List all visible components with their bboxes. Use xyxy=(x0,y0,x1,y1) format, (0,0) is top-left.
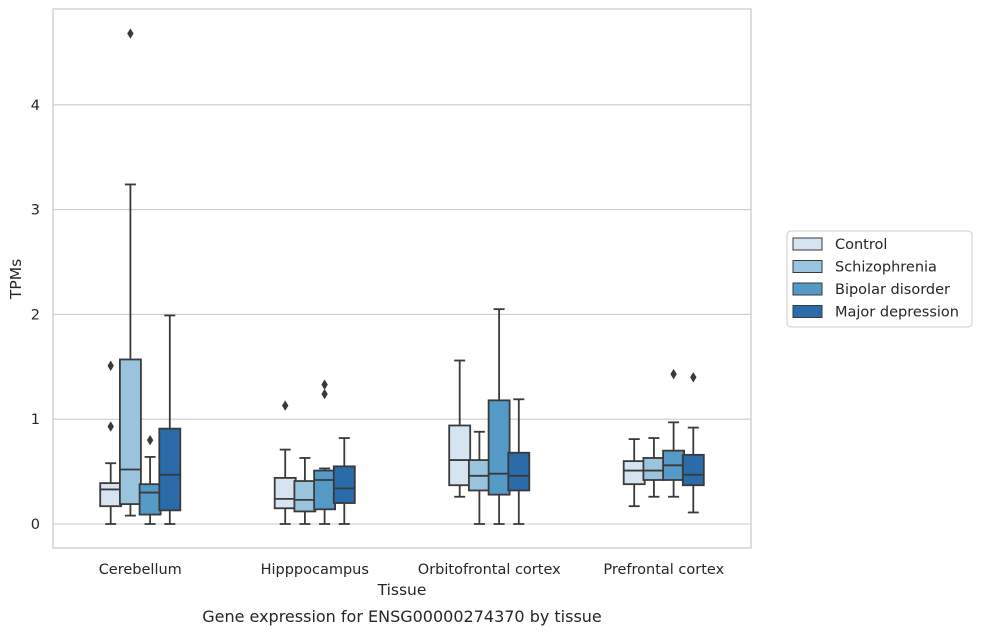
box-0-1 xyxy=(119,28,142,517)
legend-frame xyxy=(786,230,973,328)
outlier-point xyxy=(146,434,154,446)
box xyxy=(158,427,182,512)
box-1-2 xyxy=(313,379,337,525)
box xyxy=(622,460,646,486)
figure-caption: Gene expression for ENSG00000274370 by t… xyxy=(202,607,602,626)
box-3-3 xyxy=(681,372,705,514)
outlier-point xyxy=(127,28,134,39)
box-0-0 xyxy=(99,360,123,525)
legend-label: Bipolar disorder xyxy=(835,282,950,298)
outlier-point xyxy=(107,360,114,371)
x-tick-label: Orbitofrontal cortex xyxy=(418,562,561,578)
box-2-1 xyxy=(467,430,491,525)
box-2-2 xyxy=(487,308,511,525)
outlier-point xyxy=(690,372,697,383)
box xyxy=(507,451,531,492)
legend: Control Schizophrenia Bipolar disorder Majo… xyxy=(786,230,973,328)
x-axis-title: Tissue xyxy=(377,581,427,599)
outlier-point xyxy=(282,400,289,411)
box-3-2 xyxy=(662,368,685,498)
y-tick-labels: 0 1 2 3 4 xyxy=(31,98,40,533)
box xyxy=(273,476,297,510)
box xyxy=(293,480,317,513)
y-tick-label: 1 xyxy=(31,412,40,428)
legend-swatch xyxy=(792,260,823,273)
box-2-3 xyxy=(507,398,531,525)
x-tick-labels: Cerebellum Hipppocampus Orbitofrontal cort… xyxy=(99,562,725,578)
legend-items: Control Schizophrenia Bipolar disorder Majo… xyxy=(792,237,959,321)
legend-label: Major depression xyxy=(835,305,959,321)
box xyxy=(138,483,162,516)
box-1-0 xyxy=(273,400,297,525)
box xyxy=(99,482,123,508)
box-3-1 xyxy=(642,437,666,498)
outlier-point xyxy=(321,388,328,400)
box xyxy=(487,399,511,496)
x-tick-label: Prefrontal cortex xyxy=(603,562,724,578)
y-axis-title: TPMs xyxy=(7,259,25,300)
y-tick-label: 3 xyxy=(31,203,40,219)
box xyxy=(448,424,472,487)
box-1-3 xyxy=(332,437,356,525)
box xyxy=(313,469,337,511)
box xyxy=(642,457,666,481)
box xyxy=(332,465,356,504)
legend-swatch xyxy=(792,282,823,296)
box xyxy=(119,358,142,505)
legend-swatch xyxy=(792,305,823,318)
y-tick-label: 0 xyxy=(31,517,40,533)
y-tick-label: 2 xyxy=(31,307,40,323)
box-2-0 xyxy=(448,359,472,498)
y-tick-label: 4 xyxy=(31,98,40,114)
plot-frame xyxy=(52,8,752,549)
outlier-point xyxy=(107,421,114,432)
outlier-point xyxy=(670,368,677,380)
legend-swatch xyxy=(792,237,823,251)
box-0-3 xyxy=(158,314,182,525)
box-0-2 xyxy=(138,434,162,525)
box-1-1 xyxy=(293,457,317,525)
box-plots xyxy=(99,28,705,525)
legend-label: Schizophrenia xyxy=(835,260,937,276)
outlier-point xyxy=(321,379,328,390)
legend-label: Control xyxy=(835,237,887,253)
box xyxy=(681,453,705,487)
box-3-0 xyxy=(622,438,646,508)
x-tick-label: Hipppocampus xyxy=(261,562,369,578)
x-tick-label: Cerebellum xyxy=(99,562,182,578)
